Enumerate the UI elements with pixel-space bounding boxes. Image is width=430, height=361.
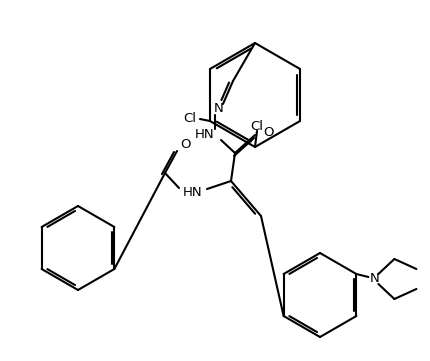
Text: N: N [369,273,378,286]
Text: O: O [180,139,190,152]
Text: O: O [262,126,273,139]
Text: Cl: Cl [250,120,263,133]
Text: HN: HN [183,187,203,200]
Text: HN: HN [195,129,214,142]
Text: N: N [214,103,223,116]
Text: Cl: Cl [183,112,196,125]
